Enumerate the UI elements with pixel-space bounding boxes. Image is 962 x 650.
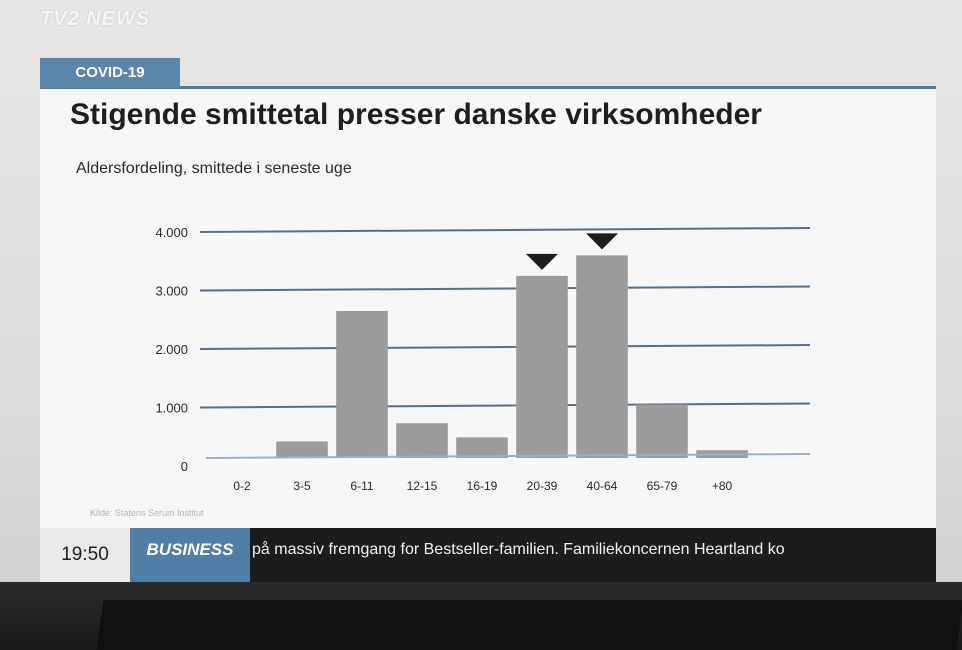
ticker-text: på massiv fremgang for Bestseller-famili… (252, 541, 785, 558)
x-tick-label: 12-15 (407, 479, 438, 493)
gridline (199, 285, 811, 292)
news-ticker: 19:50 BUSINESS på massiv fremgang for Be… (40, 528, 936, 582)
channel-logo: TV2 NEWS (40, 8, 151, 30)
baseline (205, 453, 811, 459)
y-tick-label: 0 (181, 459, 188, 474)
x-tick-label: 16-19 (467, 479, 498, 493)
x-tick-label: 20-39 (527, 479, 558, 493)
highlight-marker (586, 233, 618, 250)
x-tick-label: 65-79 (647, 479, 678, 493)
bar (636, 404, 688, 458)
y-tick-label: 2.000 (155, 342, 188, 357)
bar (576, 255, 628, 458)
ticker-section: BUSINESS (130, 528, 250, 582)
bar-chart: 0 1.000 2.000 3.000 4.000 0-2 3-5 6-11 12-15 16-1… (155, 225, 811, 493)
ticker-time: 19:50 (40, 528, 130, 582)
x-tick-label: 0-2 (233, 479, 251, 493)
bar (336, 310, 388, 458)
topic-tag: COVID-19 (40, 58, 180, 88)
bar (516, 275, 568, 458)
x-tick-label: +80 (712, 479, 733, 493)
source-note: Kilde: Statens Serum Institut (90, 508, 204, 518)
y-tick-label: 1.000 (155, 401, 188, 416)
tv-stand (96, 600, 962, 650)
y-tick-label: 3.000 (155, 284, 188, 299)
gridline (199, 227, 811, 233)
x-tick-label: 40-64 (587, 479, 618, 493)
highlight-marker (526, 253, 558, 270)
y-tick-label: 4.000 (155, 225, 188, 240)
chart-subtitle: Aldersfordeling, smittede i seneste uge (76, 160, 352, 177)
graphic-title: Stigende smittetal presser danske virkso… (70, 98, 762, 131)
gridline (199, 344, 811, 350)
bar (396, 423, 448, 458)
gridline (199, 402, 811, 409)
x-tick-label: 6-11 (350, 479, 373, 493)
bar (456, 437, 508, 458)
x-tick-label: 3-5 (293, 479, 311, 493)
bar (276, 441, 328, 458)
